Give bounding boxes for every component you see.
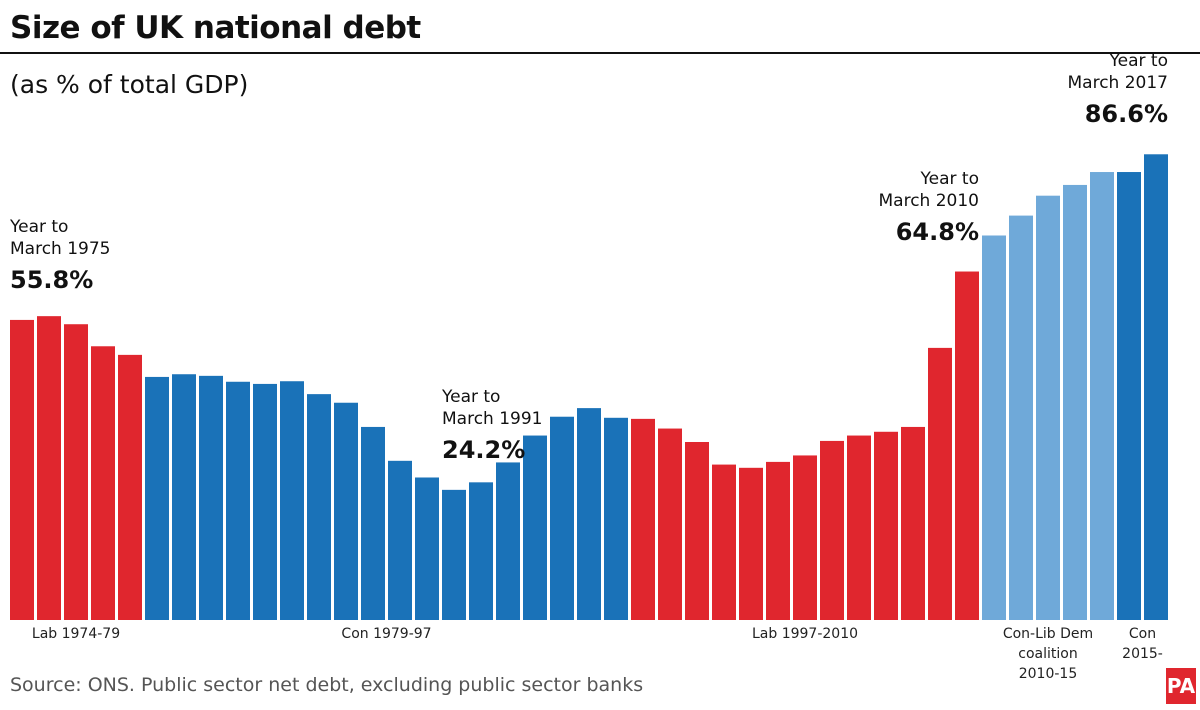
legend-group-label: Con 2015- — [1122, 626, 1163, 662]
bar — [334, 402, 358, 620]
chart-title: Size of UK national debt — [10, 10, 421, 46]
bar — [388, 460, 412, 620]
value-label: 55.8% — [10, 265, 94, 294]
bar — [1117, 172, 1141, 620]
bar — [793, 455, 817, 620]
bar — [91, 346, 115, 620]
bar — [820, 440, 844, 620]
bar — [145, 376, 169, 620]
legend-group-label: Lab 1974-79 — [31, 626, 121, 642]
bar — [226, 381, 250, 620]
logo: PA — [1166, 668, 1196, 704]
bar — [1063, 184, 1087, 620]
bar — [631, 418, 655, 620]
bar — [415, 477, 439, 620]
legend-group-label: Con-Lib Dem coalition 2010-15 — [1002, 626, 1094, 682]
bar — [847, 435, 871, 620]
bar — [1036, 195, 1060, 620]
annotation: Year to March 1975 — [10, 216, 111, 259]
bar — [739, 467, 763, 620]
source-note: Source: ONS. Public sector net debt, exc… — [10, 674, 644, 696]
bar — [1144, 154, 1168, 621]
bar — [874, 431, 898, 620]
bar — [307, 394, 331, 620]
bar — [280, 381, 304, 620]
bar — [550, 416, 574, 620]
bar — [37, 316, 61, 620]
bar — [253, 383, 277, 620]
bar — [712, 464, 736, 620]
bar — [1009, 215, 1033, 620]
annotation: Year to March 2010 — [878, 168, 980, 211]
legend-group-label: Lab 1997-2010 — [751, 626, 859, 642]
bar — [64, 324, 88, 620]
value-label: 64.8% — [895, 217, 979, 246]
value-label: 86.6% — [1084, 100, 1168, 129]
bar — [469, 482, 493, 620]
bar — [361, 426, 385, 620]
title-rule — [0, 52, 1200, 54]
bar — [658, 428, 682, 620]
bar — [766, 461, 790, 620]
bar — [172, 374, 196, 620]
bar — [10, 319, 34, 620]
bar — [577, 408, 601, 620]
annotation: Year to March 1991 — [442, 386, 543, 429]
bar — [901, 426, 925, 620]
bar — [523, 435, 547, 620]
bar — [685, 441, 709, 620]
bar — [199, 375, 223, 620]
bar — [496, 462, 520, 620]
legend-group-label: Con 1979-97 — [341, 626, 432, 642]
bar — [928, 347, 952, 620]
chart-subtitle: (as % of total GDP) — [10, 70, 249, 99]
bar — [118, 354, 142, 620]
bar — [442, 489, 466, 620]
annotation: Year to March 2017 — [1067, 51, 1169, 94]
bar — [982, 235, 1006, 620]
bar — [955, 271, 979, 620]
bar — [1090, 172, 1114, 620]
bar — [604, 417, 628, 620]
value-label: 24.2% — [442, 435, 526, 464]
